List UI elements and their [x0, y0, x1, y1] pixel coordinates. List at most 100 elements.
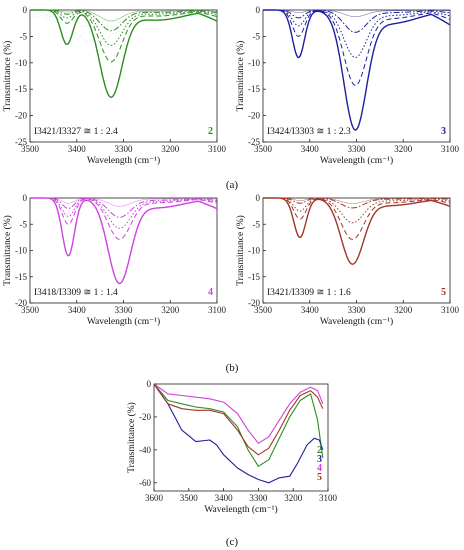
- x-tick-label: 3300: [115, 305, 134, 315]
- series-line-4: [30, 197, 218, 218]
- y-axis-label: Transmittance (%): [235, 215, 246, 286]
- intensity-ratio: I3424/I3303 ≅ 1 : 2.3: [267, 127, 351, 137]
- sample-label: 4: [208, 287, 213, 298]
- y-tick-label: -20: [248, 111, 260, 121]
- sample-label: 2: [208, 126, 213, 137]
- y-tick-label: 0: [23, 5, 28, 15]
- y-tick-label: -40: [139, 445, 151, 455]
- x-tick-label: 3400: [68, 305, 87, 315]
- legend-entry-2: 2: [317, 445, 322, 456]
- chart-4: 3600 3500 3400 3300 3200 3100 0 -20 -40 -60 Wavele…: [126, 379, 338, 515]
- y-axis-label: Transmittance (%): [235, 41, 246, 112]
- series-line-5: [30, 197, 217, 207]
- x-tick-label: 3400: [215, 493, 234, 503]
- x-tick-label: 3200: [161, 144, 180, 154]
- y-tick-label: -10: [248, 246, 260, 256]
- series-line-3: [263, 197, 451, 224]
- series-line-5: [263, 197, 450, 204]
- series-line-3: [30, 9, 218, 46]
- series-line-4: [263, 9, 451, 33]
- x-tick-label: 3300: [115, 144, 134, 154]
- y-tick-label: -20: [139, 412, 151, 422]
- x-tick-label: 3100: [208, 144, 227, 154]
- y-tick-label: -20: [15, 298, 27, 308]
- x-tick-label: 3100: [208, 305, 227, 315]
- chart-0: 3500 3400 3300 3200 3100 0 -5 -10 -15 -20 -25 Wavel…: [2, 5, 227, 166]
- sample-label: 5: [441, 287, 446, 298]
- x-tick-label: 3100: [441, 144, 460, 154]
- y-tick-label: -10: [248, 58, 260, 68]
- series-line-3: [263, 9, 451, 59]
- y-axis-label: Transmittance (%): [2, 41, 13, 112]
- x-tick-label: 3200: [394, 144, 413, 154]
- y-tick-label: -5: [20, 219, 28, 229]
- legend-entry-3: 3: [317, 454, 322, 465]
- x-tick-label: 3500: [254, 144, 273, 154]
- series-line-2: [30, 197, 218, 240]
- series-line-1: [263, 9, 451, 131]
- series-line-4: [30, 9, 218, 32]
- y-axis-label: Transmittance (%): [126, 402, 137, 473]
- y-tick-label: -10: [15, 58, 27, 68]
- y-tick-label: 0: [256, 5, 261, 15]
- series-line-5: [263, 9, 450, 17]
- chart-2: 3500 3400 3300 3200 3100 0 -5 -10 -15 -20 Waveleng…: [2, 193, 227, 327]
- y-tick-label: -15: [15, 84, 27, 94]
- panel-label-a: (a): [226, 179, 239, 191]
- y-tick-label: -15: [248, 84, 260, 94]
- x-axis-label: Wavelength (cm⁻¹): [320, 316, 393, 327]
- series-line-5: [153, 383, 324, 456]
- y-tick-label: -15: [15, 272, 27, 282]
- series-line-2: [263, 197, 451, 240]
- y-tick-label: 0: [256, 193, 261, 203]
- y-tick-label: -25: [15, 137, 27, 147]
- y-tick-label: -20: [15, 111, 27, 121]
- series-line-4: [153, 383, 324, 444]
- sample-label: 3: [441, 126, 446, 137]
- y-tick-label: -5: [20, 31, 28, 41]
- x-tick-label: 3200: [161, 305, 180, 315]
- series-line-1: [30, 9, 218, 98]
- x-tick-label: 3500: [180, 493, 199, 503]
- y-tick-label: 0: [23, 193, 28, 203]
- x-tick-label: 3300: [348, 144, 367, 154]
- x-tick-label: 3400: [68, 144, 87, 154]
- y-tick-label: -5: [253, 219, 261, 229]
- x-tick-label: 3500: [21, 144, 40, 154]
- x-axis-label: Wavelength (cm⁻¹): [87, 155, 160, 166]
- series-line-2: [30, 9, 218, 63]
- x-axis-label: Wavelength (cm⁻¹): [204, 504, 277, 515]
- y-tick-label: -60: [139, 478, 151, 488]
- series-line-3: [153, 383, 324, 484]
- x-tick-label: 3300: [348, 305, 367, 315]
- series-line-5: [30, 9, 218, 22]
- x-tick-label: 3200: [284, 493, 303, 503]
- background-trace: [29, 11, 218, 28]
- y-tick-label: 0: [147, 379, 152, 389]
- legend-entry-4: 4: [317, 463, 322, 474]
- series-line-1: [30, 197, 218, 285]
- intensity-ratio: I3421/I3327 ≅ 1 : 2.4: [34, 127, 118, 137]
- y-axis-label: Transmittance (%): [2, 215, 13, 286]
- background-trace: [29, 13, 218, 43]
- series-line-1: [263, 197, 451, 265]
- x-tick-label: 3400: [301, 305, 320, 315]
- x-tick-label: 3500: [21, 305, 40, 315]
- y-tick-label: -15: [248, 272, 260, 282]
- intensity-ratio: I3421/I3309 ≅ 1 : 1.6: [267, 288, 351, 298]
- x-tick-label: 3400: [301, 144, 320, 154]
- chart-1: 3500 3400 3300 3200 3100 0 -5 -10 -15 -20 -25 Wavel…: [235, 5, 460, 166]
- plot-frame: [153, 383, 329, 492]
- x-tick-label: 3100: [441, 305, 460, 315]
- intensity-ratio: I3418/I3309 ≅ 1 : 1.4: [34, 288, 118, 298]
- series-line-3: [30, 197, 218, 229]
- x-tick-label: 3600: [145, 493, 164, 503]
- x-axis-label: Wavelength (cm⁻¹): [320, 155, 393, 166]
- chart-3: 3500 3400 3300 3200 3100 0 -5 -10 -15 -20 Waveleng…: [235, 193, 460, 327]
- series-line-2: [263, 9, 451, 86]
- x-tick-label: 3200: [394, 305, 413, 315]
- x-tick-label: 3100: [319, 493, 338, 503]
- series-line-2: [153, 383, 324, 467]
- legend-entry-5: 5: [317, 472, 322, 483]
